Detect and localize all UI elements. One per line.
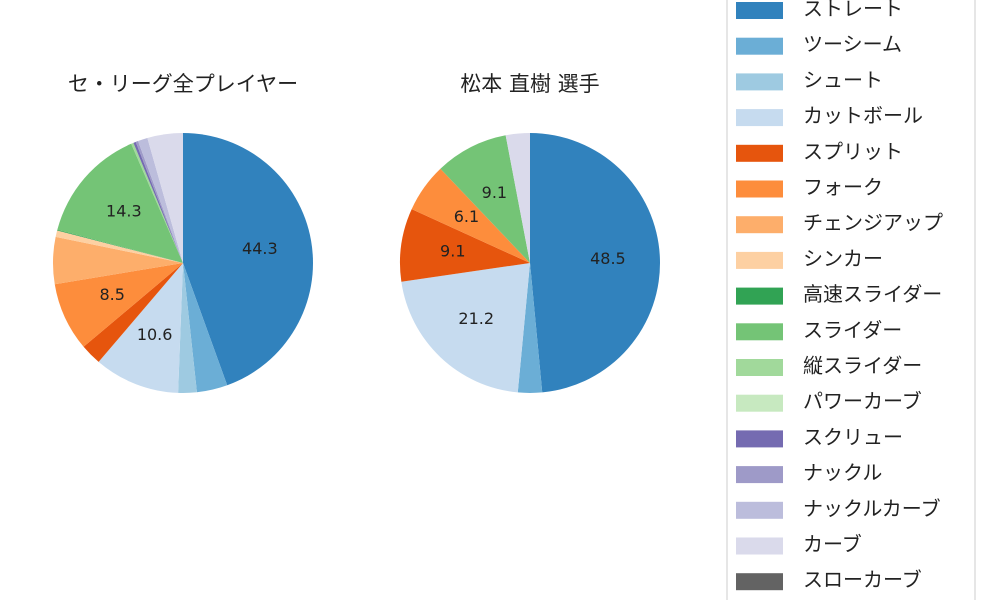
legend-label: ナックルカーブ (803, 496, 941, 520)
legend-swatch (736, 359, 783, 376)
pie-wedge (55, 230, 183, 263)
legend-swatch (736, 573, 783, 591)
pie-wedge (54, 263, 184, 347)
legend-label: シュート (803, 68, 883, 92)
data-label: 14.3 (106, 202, 142, 221)
legend-swatch (736, 73, 783, 91)
pie-wedge (138, 137, 183, 263)
legend-swatch (736, 287, 783, 305)
legend-swatch (736, 323, 783, 341)
legend-swatch (736, 144, 783, 162)
legend-swatch (736, 466, 783, 484)
legend-swatch (736, 537, 783, 555)
pie-wedge (57, 143, 183, 263)
pie-wedge (53, 236, 184, 285)
legend-label: カーブ (803, 532, 862, 556)
legend-label: カットボール (803, 104, 923, 128)
pie-wedge (183, 263, 228, 393)
pie-title: セ・リーグ全プレイヤー (68, 72, 298, 96)
legend-label: スプリット (803, 139, 903, 163)
pie-wedge (399, 209, 530, 282)
pie-wedge (530, 133, 661, 393)
legend-label: 高速スライダー (803, 282, 942, 306)
pie-wedge (131, 142, 183, 263)
legend-label: フォーク (803, 175, 883, 199)
legend-label: 縦スライダー (803, 354, 922, 378)
data-label: 8.5 (99, 285, 124, 304)
pie-wedge (135, 141, 183, 263)
legend-swatch (736, 216, 783, 234)
pie-wedge (517, 263, 543, 393)
pie-title: 松本 直樹 選手 (460, 72, 599, 96)
legend-swatch (736, 109, 783, 127)
legend-swatch (736, 37, 783, 55)
legend-label: スライダー (803, 318, 902, 342)
data-label: 10.6 (137, 325, 173, 344)
legend-label: シンカー (803, 246, 883, 270)
legend-label: スローカーブ (803, 568, 922, 592)
legend-label: ナックル (803, 461, 882, 485)
pie-wedge (98, 263, 183, 393)
legend-label: チェンジアップ (803, 211, 943, 235)
legend-swatch (736, 251, 783, 269)
legend-swatch (736, 2, 783, 19)
legend-swatch (736, 430, 783, 448)
legend-box (726, 0, 976, 600)
data-label: 9.1 (440, 242, 465, 261)
legend-label: スクリュー (803, 425, 903, 449)
data-label: 44.3 (242, 239, 278, 258)
data-label: 6.1 (454, 207, 479, 226)
pie-wedge (147, 133, 183, 263)
legend-swatch (736, 394, 783, 412)
data-label: 9.1 (482, 183, 507, 202)
data-label: 21.2 (458, 309, 494, 328)
legend-label: ストレート (803, 0, 903, 21)
legend-swatch (736, 180, 783, 198)
pie-wedge (133, 141, 183, 263)
legend-label: パワーカーブ (803, 389, 922, 413)
data-label: 48.5 (590, 249, 626, 268)
pie-wedge (505, 133, 530, 263)
pie-wedge (440, 135, 530, 263)
legend-label: ツーシーム (803, 32, 902, 56)
pie-wedge (401, 263, 530, 393)
pie-wedge (183, 133, 314, 386)
pie-wedge (57, 229, 184, 263)
pie-wedge (411, 168, 530, 263)
pie-wedge (178, 263, 197, 393)
pie-wedge (83, 263, 183, 362)
legend-swatch (736, 501, 783, 519)
